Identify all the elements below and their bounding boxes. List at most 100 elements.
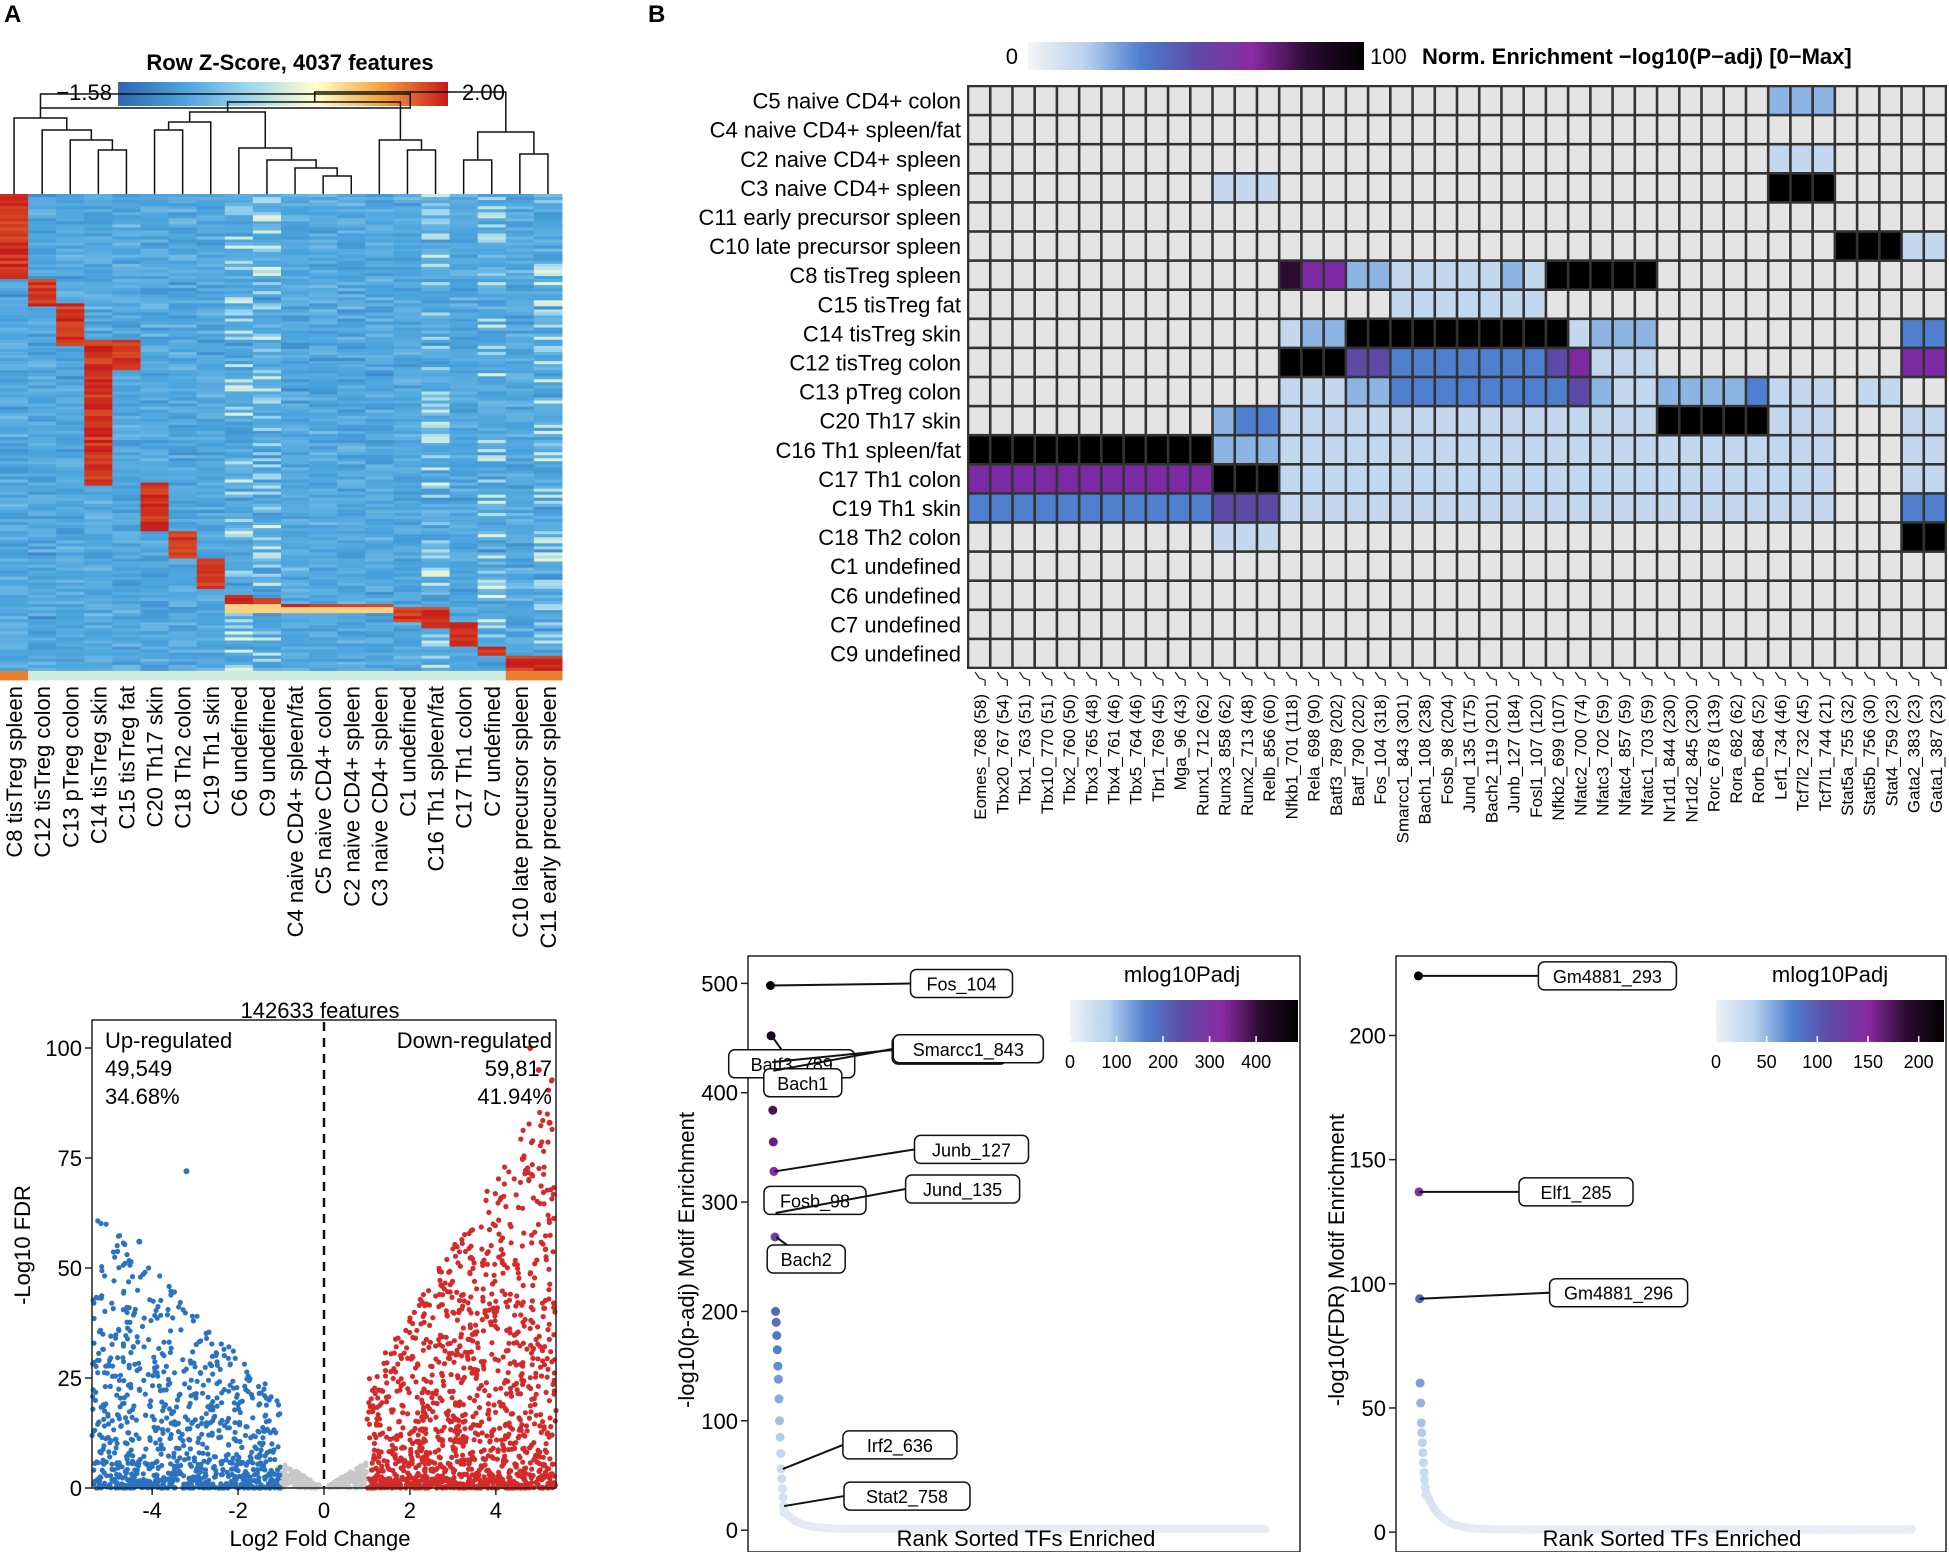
heatmap-a-cell: [506, 531, 535, 534]
heatmap-a-cell: [422, 416, 451, 419]
heatmap-a-cell: [422, 361, 451, 364]
heatmap-a-cell: [478, 297, 507, 300]
heatmap-a-cell: [534, 373, 563, 376]
heatmap-a-cell: [478, 328, 507, 331]
heatmap-a-cell: [422, 391, 451, 394]
heatmap-a-cell: [365, 662, 394, 665]
heatmap-a-cell: [56, 598, 85, 601]
heatmap-a-cell: [534, 279, 563, 282]
heatmap-a-cell: [281, 346, 310, 349]
heatmap-a-cell: [112, 516, 141, 519]
volcano-point: [542, 1426, 547, 1431]
heatmap-a-cell: [225, 498, 254, 501]
heatmap-a-cell: [169, 562, 198, 565]
heatmap-a-cell: [0, 419, 29, 422]
heatmap-a-cell: [281, 279, 310, 282]
heatmap-a-cell: [253, 677, 282, 680]
volcano-point: [541, 1190, 546, 1195]
heatmap-a-cell: [84, 376, 113, 379]
heatmap-a-cell: [197, 513, 226, 516]
volcano-point: [115, 1243, 120, 1248]
heatmap-a-cell: [450, 562, 479, 565]
heatmap-a-cell: [253, 659, 282, 662]
heatmap-a-cell: [84, 540, 113, 543]
heatmap-a-cell: [422, 349, 451, 352]
heatmap-a-cell: [534, 562, 563, 565]
heatmap-a-cell: [365, 319, 394, 322]
heatmap-a-cell: [534, 200, 563, 203]
volcano-point: [474, 1373, 479, 1378]
heatmap-a-cell: [506, 540, 535, 543]
heatmap-a-cell: [253, 495, 282, 498]
heatmap-a-cell: [197, 243, 226, 246]
heatmap-a-cell: [56, 467, 85, 470]
heatmap-a-cell: [281, 516, 310, 519]
heatmap-a-cell: [534, 194, 563, 197]
heatmap-a-cell: [84, 212, 113, 215]
heatmap-a-cell: [281, 379, 310, 382]
heatmap-a-cell: [112, 294, 141, 297]
heatmap-a-cell: [281, 464, 310, 467]
heatmap-a-cell: [450, 565, 479, 568]
volcano-point: [135, 1288, 140, 1293]
heatmap-a-cell: [28, 270, 57, 273]
heatmap-a-cell: [309, 288, 338, 291]
heatmap-a-cell: [281, 221, 310, 224]
heatmap-a-cell: [84, 470, 113, 473]
heatmap-a-cell: [112, 419, 141, 422]
volcano-point: [545, 1356, 550, 1361]
heatmap-a-cell: [450, 379, 479, 382]
heatmap-a-cell: [393, 203, 422, 206]
heatmap-a-cell: [84, 425, 113, 428]
heatmap-a-cell: [281, 674, 310, 677]
heatmap-a-cell: [393, 674, 422, 677]
heatmap-a-cell: [393, 650, 422, 653]
heatmap-a-cell: [225, 476, 254, 479]
volcano-point: [486, 1210, 491, 1215]
heatmap-a-cell: [141, 319, 170, 322]
heatmap-a-cell: [112, 455, 141, 458]
heatmap-a-cell: [450, 574, 479, 577]
heatmap-a-cell: [225, 428, 254, 431]
heatmap-a-cell: [281, 562, 310, 565]
heatmap-a-cell: [84, 598, 113, 601]
heatmap-a-cell: [422, 379, 451, 382]
heatmap-a-cell: [253, 385, 282, 388]
heatmap-a-cell: [450, 352, 479, 355]
heatmap-a-cell: [365, 531, 394, 534]
heatmap-a-cell: [506, 209, 535, 212]
volcano-point: [551, 1249, 556, 1254]
heatmap-a-cell: [365, 340, 394, 343]
heatmap-a-cell: [141, 431, 170, 434]
heatmap-a-cell: [197, 634, 226, 637]
heatmap-a-cell: [309, 297, 338, 300]
heatmap-a-cell: [393, 568, 422, 571]
heatmap-a-cell: [84, 449, 113, 452]
heatmap-a-cell: [197, 221, 226, 224]
heatmap-a-cell: [84, 218, 113, 221]
heatmap-a-cell: [0, 531, 29, 534]
heatmap-a-cell: [197, 249, 226, 252]
heatmap-a-cell: [28, 285, 57, 288]
volcano-point: [449, 1295, 454, 1300]
heatmap-a-cell: [422, 404, 451, 407]
heatmap-a-cell: [534, 352, 563, 355]
heatmap-a-cell: [506, 379, 535, 382]
heatmap-a-cell: [84, 416, 113, 419]
heatmap-a-cell: [84, 331, 113, 334]
heatmap-a-cell: [506, 498, 535, 501]
heatmap-a-cell: [141, 218, 170, 221]
heatmap-a-cell: [225, 410, 254, 413]
heatmap-a-cell: [422, 230, 451, 233]
volcano-point: [97, 1358, 102, 1363]
heatmap-a-cell: [84, 595, 113, 598]
heatmap-a-cell: [337, 604, 366, 607]
heatmap-a-cell: [393, 312, 422, 315]
heatmap-a-cell: [506, 613, 535, 616]
heatmap-a-cell: [337, 382, 366, 385]
heatmap-a-cell: [28, 622, 57, 625]
heatmap-a-cell: [141, 668, 170, 671]
heatmap-a-cell: [393, 507, 422, 510]
heatmap-a-cell: [506, 495, 535, 498]
